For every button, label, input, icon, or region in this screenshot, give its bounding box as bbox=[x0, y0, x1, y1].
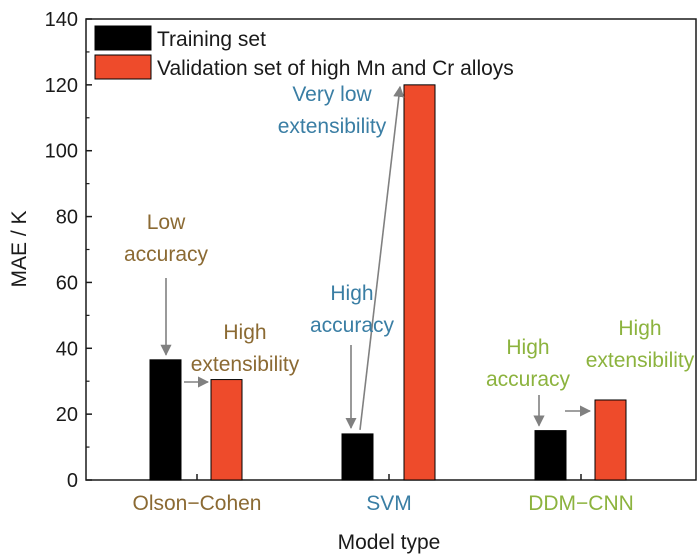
y-tick-label: 20 bbox=[56, 404, 78, 426]
annotation-text: High bbox=[223, 321, 266, 344]
annotation-text: Very low bbox=[292, 83, 372, 106]
x-axis-title: Model type bbox=[338, 531, 441, 554]
annotation-text: accuracy bbox=[310, 314, 395, 337]
y-tick-label: 0 bbox=[67, 470, 78, 492]
annotation-text: extensibility bbox=[278, 115, 387, 138]
legend-label: Validation set of high Mn and Cr alloys bbox=[157, 57, 514, 80]
annotation-text: extensibility bbox=[586, 349, 695, 372]
annotation-text: extensibility bbox=[191, 353, 300, 376]
legend-swatch bbox=[94, 25, 152, 51]
y-tick-label: 60 bbox=[56, 272, 78, 294]
y-tick-label: 100 bbox=[45, 141, 78, 163]
annotation-arrow bbox=[359, 85, 405, 430]
bar-training bbox=[149, 359, 182, 481]
axes: 0 20 40 60 80 100 120 140 Olson−Cohen SVM DDM−CNN bbox=[45, 9, 697, 515]
annotation-text: Low bbox=[147, 211, 186, 234]
y-tick-label: 40 bbox=[56, 338, 78, 360]
bar-training bbox=[534, 430, 567, 481]
y-axis-title: MAE / K bbox=[8, 210, 31, 287]
x-tick-label: SVM bbox=[366, 492, 412, 515]
annotation-text: High bbox=[330, 282, 373, 305]
legend-swatch bbox=[94, 54, 152, 80]
bar-validation bbox=[403, 84, 436, 481]
x-tick-label: Olson−Cohen bbox=[132, 492, 261, 515]
y-tick-label: 120 bbox=[45, 75, 78, 97]
bar-training bbox=[341, 433, 374, 481]
annotation-text: accuracy bbox=[124, 243, 209, 266]
y-tick-label: 140 bbox=[45, 9, 78, 31]
bars bbox=[149, 84, 627, 481]
legend: Training set Validation set of high Mn an… bbox=[94, 25, 514, 80]
annotation-text: High bbox=[506, 336, 549, 359]
legend-label: Training set bbox=[157, 28, 266, 51]
annotations: Low accuracy High extensibility Very low exte… bbox=[124, 83, 695, 391]
annotation-arrows bbox=[160, 85, 592, 430]
bar-validation bbox=[594, 399, 627, 481]
annotation-text: High bbox=[618, 317, 661, 340]
y-tick-label: 80 bbox=[56, 207, 78, 229]
annotation-text: accuracy bbox=[486, 368, 571, 391]
bar-validation bbox=[210, 379, 243, 481]
x-tick-label: DDM−CNN bbox=[528, 492, 634, 515]
